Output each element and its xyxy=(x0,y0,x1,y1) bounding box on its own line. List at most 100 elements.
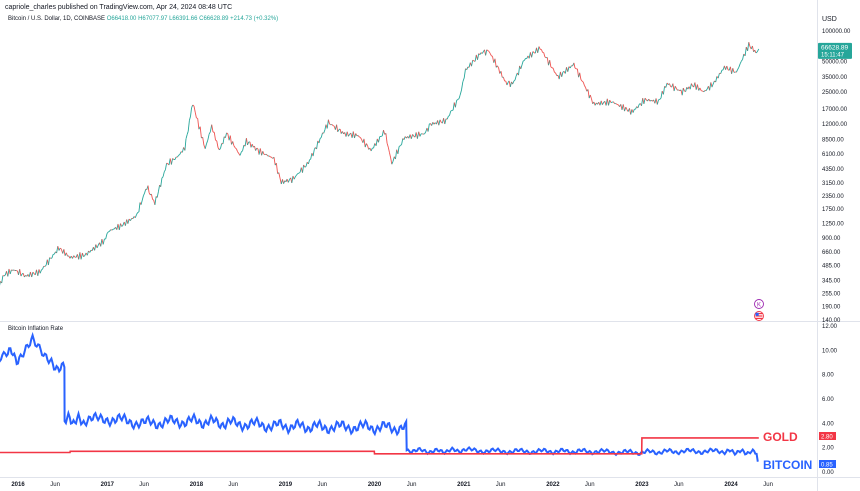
gold-inflation-line xyxy=(0,437,759,455)
price-candle xyxy=(600,100,603,105)
price-candle xyxy=(747,42,750,51)
price-candle xyxy=(259,148,263,156)
price-candle xyxy=(354,133,357,139)
price-candle xyxy=(685,87,688,92)
price-candle xyxy=(144,189,147,194)
price-candle xyxy=(561,71,564,77)
price-candle xyxy=(331,124,334,126)
price-candle xyxy=(732,68,735,73)
price-candle xyxy=(531,51,534,58)
tradingview-badge-icon[interactable]: K xyxy=(754,299,764,309)
price-candle xyxy=(172,158,175,160)
price-candle xyxy=(154,196,157,205)
price-tick-label: 900.00 xyxy=(822,236,841,242)
price-candle xyxy=(681,88,684,96)
price-candle xyxy=(352,131,355,139)
price-candle xyxy=(359,136,361,138)
price-candle xyxy=(391,161,394,165)
price-tick-label: 190.00 xyxy=(822,305,841,311)
price-candle xyxy=(141,195,144,201)
price-candle xyxy=(254,146,257,151)
price-candle xyxy=(584,85,586,88)
price-candle xyxy=(457,98,460,100)
price-candle xyxy=(310,153,313,160)
us-flag-icon[interactable] xyxy=(754,311,764,321)
price-candle xyxy=(449,110,452,116)
price-candle xyxy=(256,147,259,150)
price-candle xyxy=(486,49,489,51)
price-candle xyxy=(49,257,52,259)
price-candle xyxy=(710,82,713,88)
price-candle xyxy=(521,60,524,66)
price-candle xyxy=(152,199,154,201)
bitcoin-value-tag: 0.85 xyxy=(819,460,836,469)
price-candle xyxy=(332,125,335,127)
price-candle xyxy=(73,255,76,258)
price-candle xyxy=(337,129,340,133)
price-candle xyxy=(579,72,582,80)
price-candle xyxy=(682,87,685,92)
price-candle xyxy=(124,219,128,226)
price-candle xyxy=(109,229,112,232)
price-candle xyxy=(397,146,400,154)
price-candle xyxy=(233,145,236,149)
price-candle xyxy=(89,249,92,253)
price-candle xyxy=(739,61,742,64)
time-axis[interactable]: 2016 Jun 2017 Jun 2018 Jun 2019 Jun 2020 Jun 2021 J… xyxy=(11,482,773,488)
price-candle xyxy=(22,273,25,278)
price-candle xyxy=(756,48,760,53)
price-candle xyxy=(650,99,653,102)
price-candle xyxy=(456,99,459,101)
price-candle xyxy=(543,52,546,58)
price-candle xyxy=(389,152,392,158)
price-candle xyxy=(589,94,592,100)
price-candle xyxy=(450,110,453,112)
price-candle xyxy=(395,149,398,160)
price-candle xyxy=(346,131,349,137)
price-candle xyxy=(744,46,747,56)
price-tick-label: 1750.00 xyxy=(822,207,844,213)
price-candle xyxy=(323,129,326,134)
price-tick-label: 3150.00 xyxy=(822,181,844,187)
price-candle xyxy=(366,143,368,147)
price-candle xyxy=(537,46,540,53)
price-candle xyxy=(147,185,150,193)
indicator-tick-label: 6.00 xyxy=(822,397,834,403)
price-candle xyxy=(585,87,588,92)
price-candle xyxy=(268,155,271,158)
price-candle xyxy=(549,60,552,68)
price-candle xyxy=(192,104,195,107)
price-axis[interactable]: 100000.0070000.0050000.0035000.0025000.0… xyxy=(822,29,851,324)
price-tick-label: 1250.00 xyxy=(822,222,844,228)
time-tick-label: 2020 xyxy=(368,482,382,488)
price-candle xyxy=(295,174,297,177)
price-candle xyxy=(278,172,281,179)
price-candle xyxy=(487,50,490,52)
price-candle xyxy=(174,156,177,160)
price-candle xyxy=(444,118,447,125)
price-candle xyxy=(703,90,706,93)
price-candle xyxy=(613,101,615,104)
price-candle xyxy=(204,143,207,149)
indicator-axis[interactable]: 12.00 10.00 8.00 6.00 4.00 2.00 0.00 xyxy=(822,324,838,476)
price-candle xyxy=(207,134,210,141)
price-candle xyxy=(316,140,319,150)
price-candle xyxy=(567,66,570,72)
price-candle xyxy=(644,97,647,101)
time-tick-label: 2019 xyxy=(279,482,293,488)
time-tick-label: 2024 xyxy=(724,482,738,488)
price-candle xyxy=(523,58,526,61)
price-candle xyxy=(239,151,242,156)
price-tick-label: 50000.00 xyxy=(822,59,848,65)
price-candle xyxy=(410,134,414,139)
price-candle xyxy=(463,68,466,78)
price-candle xyxy=(137,211,140,213)
price-candle xyxy=(363,138,366,148)
price-candle xyxy=(302,164,305,173)
price-candle xyxy=(387,147,390,153)
price-candle xyxy=(220,143,223,149)
price-candle xyxy=(160,178,163,187)
price-candle xyxy=(13,269,16,271)
price-candle xyxy=(161,176,164,179)
